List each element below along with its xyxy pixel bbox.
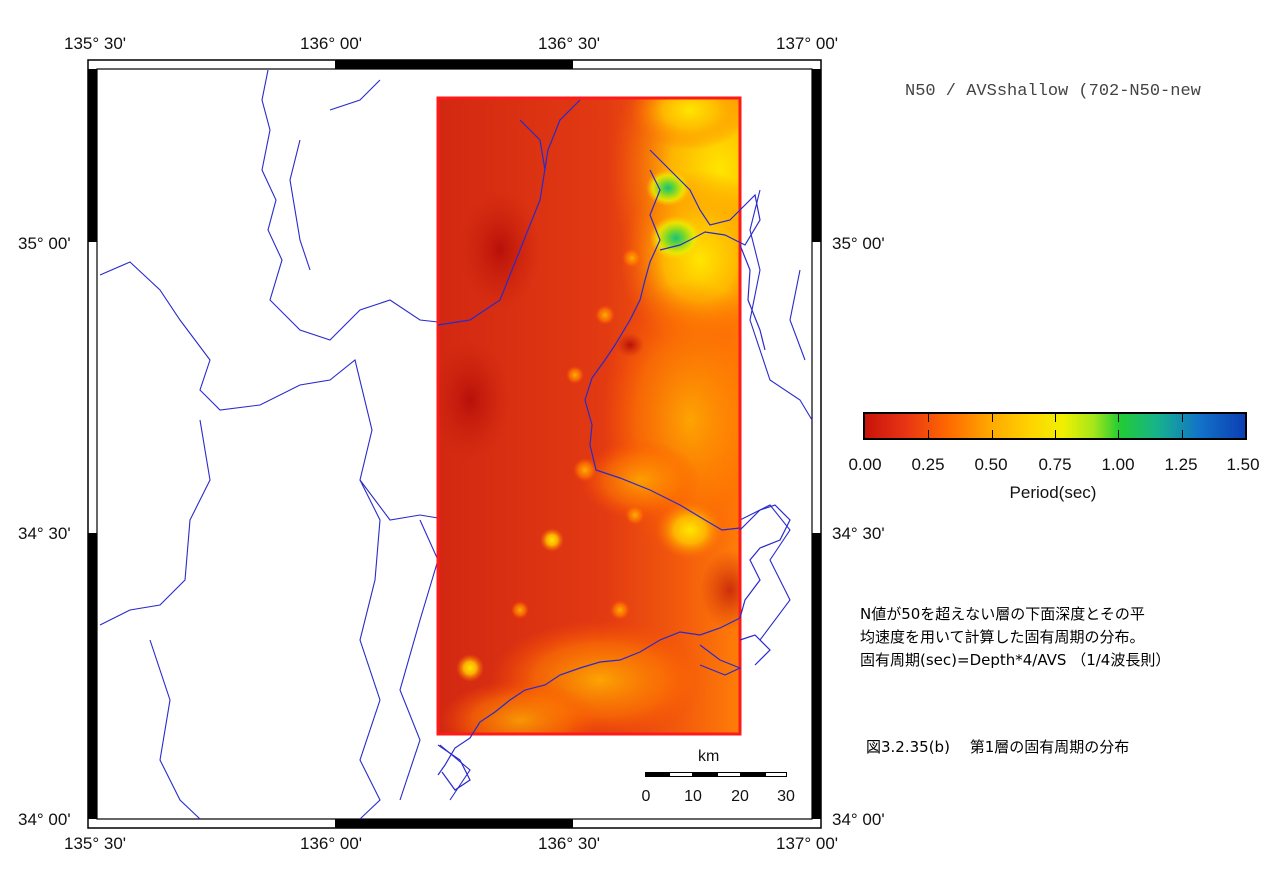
colorbar-tick xyxy=(992,430,993,438)
scale-segment xyxy=(717,772,741,777)
lat-tick-right-1: 35° 00' xyxy=(832,234,885,253)
nagoya-port-coastline xyxy=(649,149,761,251)
frame-bars-vertical xyxy=(88,69,821,819)
lat-tick-right-3: 34° 00' xyxy=(832,810,885,829)
colorbar-tick xyxy=(928,430,929,438)
shima-coastline xyxy=(739,504,791,619)
figure-caption: 図3.2.35(b) 第1層の固有周期の分布 xyxy=(866,738,1130,756)
colorbar-label-1: 0.25 xyxy=(911,455,945,474)
kii-south-coastline xyxy=(437,617,741,776)
colorbar-tick xyxy=(1055,430,1056,438)
raster-boundary xyxy=(437,99,581,326)
prefecture-boundaries xyxy=(99,69,813,820)
lat-tick-left-3: 34° 00' xyxy=(18,810,71,829)
coastline-small xyxy=(437,744,471,791)
lat-tick-left-1: 35° 00' xyxy=(18,234,71,253)
ise-bay-coastline xyxy=(584,169,741,531)
lon-tick-top-4: 137° 00' xyxy=(776,34,839,53)
boundary-line xyxy=(749,189,813,421)
colorbar-label-4: 1.00 xyxy=(1101,455,1135,474)
scale-label-30: 30 xyxy=(777,788,795,805)
colorbar-label-3: 0.75 xyxy=(1038,455,1072,474)
boundary-line xyxy=(399,519,439,801)
colorbar-label-6: 1.50 xyxy=(1226,455,1260,474)
study-area-outline xyxy=(436,96,742,736)
boundary-line xyxy=(789,269,806,361)
island-coastline xyxy=(739,634,771,666)
raster-boundary xyxy=(519,119,546,171)
colorbar-tick xyxy=(1055,414,1056,422)
dataset-label: N50 / AVSshallow (702-N50-new xyxy=(905,82,1201,101)
lon-tick-top-2: 136° 00' xyxy=(300,34,363,53)
colorbar-label-5: 1.25 xyxy=(1164,455,1198,474)
colorbar-tick xyxy=(992,414,993,422)
description-line-3: 固有周期(sec)=Depth*4/AVS （1/4波長則） xyxy=(860,651,1171,669)
scale-label-10: 10 xyxy=(684,788,702,805)
scale-unit: km xyxy=(698,748,720,765)
lon-tick-bottom-4: 137° 00' xyxy=(776,834,839,853)
colorbar-gradient xyxy=(863,412,1247,440)
colorbar-label-0: 0.00 xyxy=(848,455,882,474)
frame-bars-horizontal xyxy=(335,60,573,828)
boundary-line xyxy=(289,139,311,271)
lat-tick-left-2: 34° 30' xyxy=(18,524,71,543)
coastlines xyxy=(437,99,791,791)
boundary-line xyxy=(149,639,201,820)
scale-segment xyxy=(669,772,693,777)
boundary-line xyxy=(359,479,381,820)
colorbar-tick xyxy=(1118,414,1119,422)
lon-tick-top-1: 135° 30' xyxy=(64,34,127,53)
description-text: N値が50を超えない層の下面深度とその平 均速度を用いて計算した固有周期の分布。… xyxy=(860,603,1260,672)
scale-segment xyxy=(741,772,765,777)
boundary-line xyxy=(739,504,791,641)
scale-label-20: 20 xyxy=(731,788,749,805)
description-line-1: N値が50を超えない層の下面深度とその平 xyxy=(860,605,1145,623)
colorbar-tick xyxy=(928,414,929,422)
colorbar-tick xyxy=(1182,414,1183,422)
lon-tick-bottom-1: 135° 30' xyxy=(64,834,127,853)
colorbar-title: Period(sec) xyxy=(1009,483,1097,502)
colorbar-tick xyxy=(1118,430,1119,438)
lon-tick-bottom-2: 136° 00' xyxy=(300,834,363,853)
boundary-line xyxy=(439,744,471,801)
lat-tick-right-2: 34° 30' xyxy=(832,524,885,543)
colorbar-legend: 0.00 0.25 0.50 0.75 1.00 1.25 1.50 Perio… xyxy=(848,410,1260,510)
scale-segment xyxy=(645,772,669,777)
chita-coastline xyxy=(739,244,766,351)
scale-segment xyxy=(765,772,787,777)
colorbar-label-2: 0.50 xyxy=(974,455,1008,474)
lon-tick-top-3: 136° 30' xyxy=(538,34,601,53)
scale-segment xyxy=(693,772,717,777)
boundary-line xyxy=(99,419,211,626)
description-line-2: 均速度を用いて計算した固有周期の分布。 xyxy=(860,628,1145,646)
scale-label-0: 0 xyxy=(641,788,651,805)
boundary-line xyxy=(329,79,381,111)
boundary-line xyxy=(99,261,439,521)
colorbar-tick xyxy=(1182,430,1183,438)
island-coastline xyxy=(699,644,742,676)
scale-bar: km 0 10 20 30 xyxy=(640,748,800,808)
period-raster xyxy=(438,98,740,734)
boundary-line xyxy=(261,69,439,341)
lon-tick-bottom-3: 136° 30' xyxy=(538,834,601,853)
